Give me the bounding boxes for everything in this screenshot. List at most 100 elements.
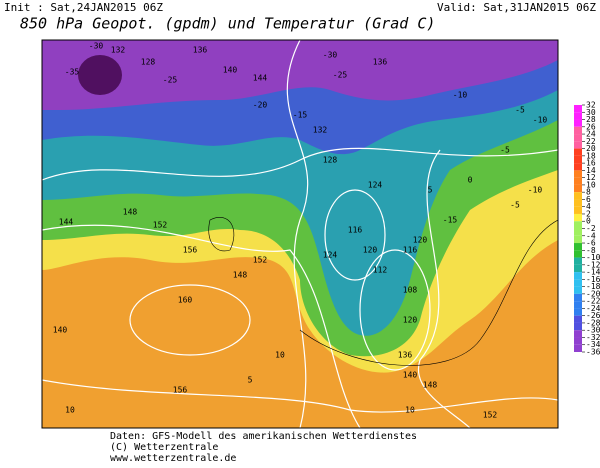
contour-label: 120 <box>363 246 378 255</box>
isohypse <box>129 284 251 356</box>
contour-label: 128 <box>323 156 338 165</box>
contour-label: -15 <box>443 216 458 225</box>
contour-label: 10 <box>275 351 285 360</box>
colorbar-bin <box>574 286 582 294</box>
contour-label: -15 <box>293 111 308 120</box>
map-area <box>42 40 558 428</box>
colorbar-bin <box>574 221 582 229</box>
contour-label: -5 <box>510 201 520 210</box>
colorbar-label: -12 <box>586 260 600 269</box>
isohypse <box>324 189 386 281</box>
contour-label: 132 <box>111 46 126 55</box>
colorbar-label: 28 <box>586 115 596 124</box>
colorbar-bin <box>574 308 582 316</box>
colorbar-label: 26 <box>586 122 596 131</box>
colorbar-label: -30 <box>586 326 600 335</box>
contour-label: 144 <box>59 218 74 227</box>
colorbar-bin <box>574 243 582 251</box>
footer-url: www.wetterzentrale.de <box>110 453 236 464</box>
contour-label: 156 <box>183 246 198 255</box>
contour-label: 144 <box>253 74 268 83</box>
colorbar-label: 16 <box>586 159 596 168</box>
footer-copyright: (C) Wetterzentrale <box>110 442 218 453</box>
colorbar-bin <box>574 192 582 200</box>
colorbar-label: 20 <box>586 144 596 153</box>
colorbar-label: -28 <box>586 318 600 327</box>
contour-label: 108 <box>403 286 418 295</box>
contour-label: 136 <box>398 351 413 360</box>
isohypse <box>417 149 471 428</box>
colorbar-label: 2 <box>586 209 591 218</box>
colorbar-label: -6 <box>586 239 596 248</box>
contour-label: -20 <box>253 101 268 110</box>
colorbar-label: 24 <box>586 130 596 139</box>
contour-label: 10 <box>65 406 75 415</box>
contour-label: 152 <box>483 411 498 420</box>
init-time: Init : Sat,24JAN2015 06Z <box>4 1 163 14</box>
colorbar-label: 22 <box>586 137 596 146</box>
contour-label: 156 <box>173 386 188 395</box>
very-cold-region <box>42 40 558 110</box>
contour-label: 5 <box>428 186 433 195</box>
colorbar-bin <box>574 337 582 345</box>
colorbar-label: 8 <box>586 188 591 197</box>
colorbar-bin <box>574 322 582 331</box>
contour-label: 120 <box>403 316 418 325</box>
contour-label: -10 <box>453 91 468 100</box>
colorbar-label: 10 <box>586 180 596 189</box>
colorbar-bin <box>574 228 582 236</box>
colorbar-label: 4 <box>586 202 591 211</box>
contour-label: 116 <box>403 246 418 255</box>
colorbar-bin <box>574 206 582 214</box>
colorbar-label: 32 <box>586 101 596 110</box>
colorbar-bin <box>574 235 582 244</box>
colorbar-bin <box>574 184 582 193</box>
contour-label: 128 <box>141 58 156 67</box>
contour-label: 152 <box>253 256 268 265</box>
colorbar-bin <box>574 344 582 352</box>
contour-label: 132 <box>313 126 328 135</box>
isohypse <box>42 379 558 413</box>
colorbar-label: -2 <box>586 224 596 233</box>
colorbar-label: -26 <box>586 311 600 320</box>
contour-label: -30 <box>323 51 338 60</box>
contour-label: 136 <box>193 46 208 55</box>
colorbar-bin <box>574 213 582 222</box>
colorbar-label: 30 <box>586 108 596 117</box>
contour-label: -35 <box>65 68 80 77</box>
contour-label: 120 <box>413 236 428 245</box>
contour-label: 10 <box>405 406 415 415</box>
colorbar-bin <box>574 170 582 178</box>
coastline <box>299 219 558 366</box>
valid-time: Valid: Sat,31JAN2015 06Z <box>437 1 596 14</box>
contour-label: 136 <box>373 58 388 67</box>
contour-label: 124 <box>368 181 383 190</box>
isohypse <box>42 224 361 428</box>
contour-label: 160 <box>178 296 193 305</box>
colorbar-bin <box>574 177 582 185</box>
contour-label: -10 <box>528 186 543 195</box>
colorbar-label: -10 <box>586 253 600 262</box>
cold-core <box>78 55 122 95</box>
contour-label: -10 <box>533 116 548 125</box>
contour-label: 124 <box>323 251 338 260</box>
contour-label: 148 <box>123 208 138 217</box>
colorbar-bin <box>574 315 582 323</box>
colorbar-bin <box>574 148 582 156</box>
colorbar-bin <box>574 105 582 113</box>
colorbar-bin <box>574 134 582 142</box>
colorbar-bin <box>574 126 582 135</box>
contour-label: 116 <box>348 226 363 235</box>
colorbar-bin <box>574 163 582 171</box>
colorbar-bin <box>574 264 582 273</box>
colorbar-bin <box>574 141 582 149</box>
colorbar-label: -14 <box>586 268 600 277</box>
colorbar-label: -18 <box>586 282 600 291</box>
contour-label: 5 <box>248 376 253 385</box>
contour-label: 140 <box>403 371 418 380</box>
colorbar-label: 12 <box>586 173 596 182</box>
map-title: 850 hPa Geopot. (gpdm) und Temperatur (G… <box>20 15 435 33</box>
contour-label: 148 <box>233 271 248 280</box>
colorbar-label: 0 <box>586 217 591 226</box>
isohypse <box>42 147 558 181</box>
